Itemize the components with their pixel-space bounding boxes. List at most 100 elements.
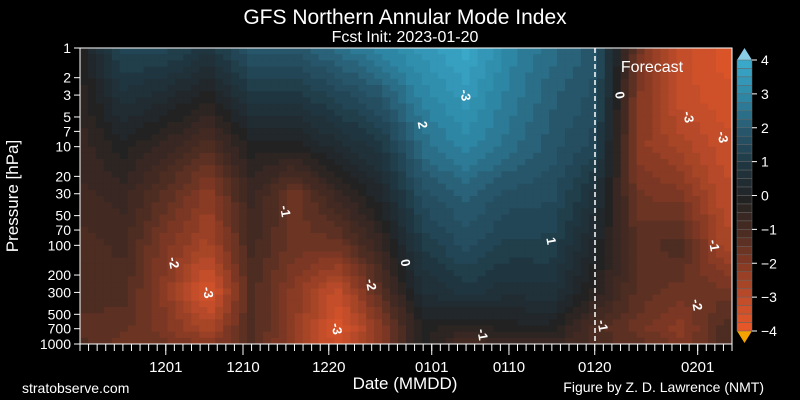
heatmap-cell	[239, 66, 248, 74]
heatmap-cell	[644, 146, 654, 154]
heatmap-cell	[549, 288, 558, 296]
heatmap-cell	[239, 171, 248, 179]
heatmap-cell	[604, 313, 614, 320]
heatmap-cell	[326, 196, 336, 203]
heatmap-cell	[215, 270, 224, 277]
heatmap-cell	[310, 282, 320, 290]
heatmap-cell	[708, 91, 717, 98]
heatmap-cell	[604, 97, 614, 105]
heatmap-cell	[294, 196, 304, 203]
heatmap-cell	[493, 152, 503, 160]
heatmap-cell	[676, 331, 685, 339]
heatmap-cell	[318, 294, 328, 302]
heatmap-cell	[453, 319, 463, 327]
heatmap-cell	[358, 270, 367, 277]
heatmap-cell	[517, 251, 526, 259]
heatmap-cell	[604, 196, 614, 203]
heatmap-cell	[191, 171, 200, 179]
heatmap-cell	[565, 202, 574, 209]
heatmap-cell	[541, 220, 550, 228]
heatmap-cell	[517, 233, 526, 240]
heatmap-cell	[262, 300, 272, 308]
heatmap-cell	[406, 159, 415, 166]
heatmap-cell	[374, 60, 383, 68]
heatmap-cell	[413, 313, 423, 320]
heatmap-cell	[708, 177, 717, 185]
heatmap-cell	[183, 134, 192, 142]
heatmap-cell	[580, 60, 590, 68]
heatmap-cell	[628, 146, 638, 154]
heatmap-cell	[668, 183, 677, 191]
heatmap-cell	[485, 257, 495, 265]
heatmap-cell	[708, 103, 717, 111]
heatmap-cell	[700, 307, 709, 314]
heatmap-cell	[246, 140, 256, 148]
heatmap-cell	[445, 146, 455, 154]
heatmap-cell	[517, 196, 526, 203]
heatmap-cell	[294, 66, 304, 74]
heatmap-cell	[191, 270, 200, 277]
heatmap-cell	[406, 97, 415, 105]
heatmap-cell	[366, 48, 375, 55]
heatmap-cell	[644, 270, 654, 277]
heatmap-cell	[286, 282, 296, 290]
heatmap-cell	[477, 325, 487, 333]
heatmap-cell	[596, 109, 606, 117]
heatmap-cell	[588, 66, 598, 74]
heatmap-cell	[549, 233, 558, 240]
heatmap-cell	[398, 202, 407, 209]
heatmap-cell	[334, 325, 343, 333]
heatmap-cell	[421, 103, 431, 111]
heatmap-cell	[588, 85, 598, 92]
heatmap-cell	[119, 208, 129, 216]
heatmap-cell	[501, 146, 510, 154]
heatmap-cell	[724, 202, 732, 209]
heatmap-cell	[87, 48, 97, 55]
heatmap-cell	[541, 66, 550, 74]
heatmap-cell	[525, 220, 534, 228]
heatmap-cell	[95, 282, 105, 290]
heatmap-cell	[692, 313, 701, 320]
heatmap-cell	[668, 313, 677, 320]
heatmap-cell	[87, 66, 97, 74]
heatmap-cell	[668, 239, 677, 246]
colorbar-segment	[736, 135, 753, 145]
heatmap-cell	[572, 270, 582, 277]
heatmap-cell	[668, 294, 677, 302]
heatmap-cell	[724, 313, 732, 320]
heatmap-cell	[199, 233, 208, 240]
heatmap-cell	[270, 103, 280, 111]
heatmap-cell	[262, 60, 272, 68]
heatmap-cell	[588, 146, 598, 154]
heatmap-cell	[437, 196, 447, 203]
heatmap-cell	[175, 165, 184, 172]
heatmap-cell	[660, 313, 669, 320]
heatmap-cell	[429, 165, 439, 172]
heatmap-cell	[239, 48, 248, 55]
heatmap-cell	[406, 276, 415, 283]
heatmap-cell	[215, 300, 224, 308]
heatmap-cell	[628, 171, 638, 179]
heatmap-cell	[557, 208, 566, 216]
heatmap-cell	[604, 189, 614, 197]
heatmap-cell	[541, 263, 550, 271]
contour-label: -3	[457, 88, 474, 102]
heatmap-cell	[620, 245, 630, 253]
heatmap-cell	[684, 196, 693, 203]
heatmap-cell	[724, 66, 732, 74]
heatmap-cell	[477, 72, 487, 80]
heatmap-cell	[636, 66, 646, 74]
heatmap-cell	[644, 54, 654, 61]
heatmap-cell	[485, 263, 495, 271]
heatmap-cell	[87, 72, 97, 80]
heatmap-cell	[167, 313, 177, 320]
heatmap-cell	[493, 97, 503, 105]
heatmap-cell	[668, 140, 677, 148]
heatmap-cell	[127, 115, 137, 123]
heatmap-cell	[588, 91, 598, 98]
heatmap-cell	[692, 294, 701, 302]
heatmap-cell	[191, 251, 200, 259]
heatmap-cell	[612, 233, 622, 240]
heatmap-cell	[421, 134, 431, 142]
heatmap-cell	[111, 85, 121, 92]
